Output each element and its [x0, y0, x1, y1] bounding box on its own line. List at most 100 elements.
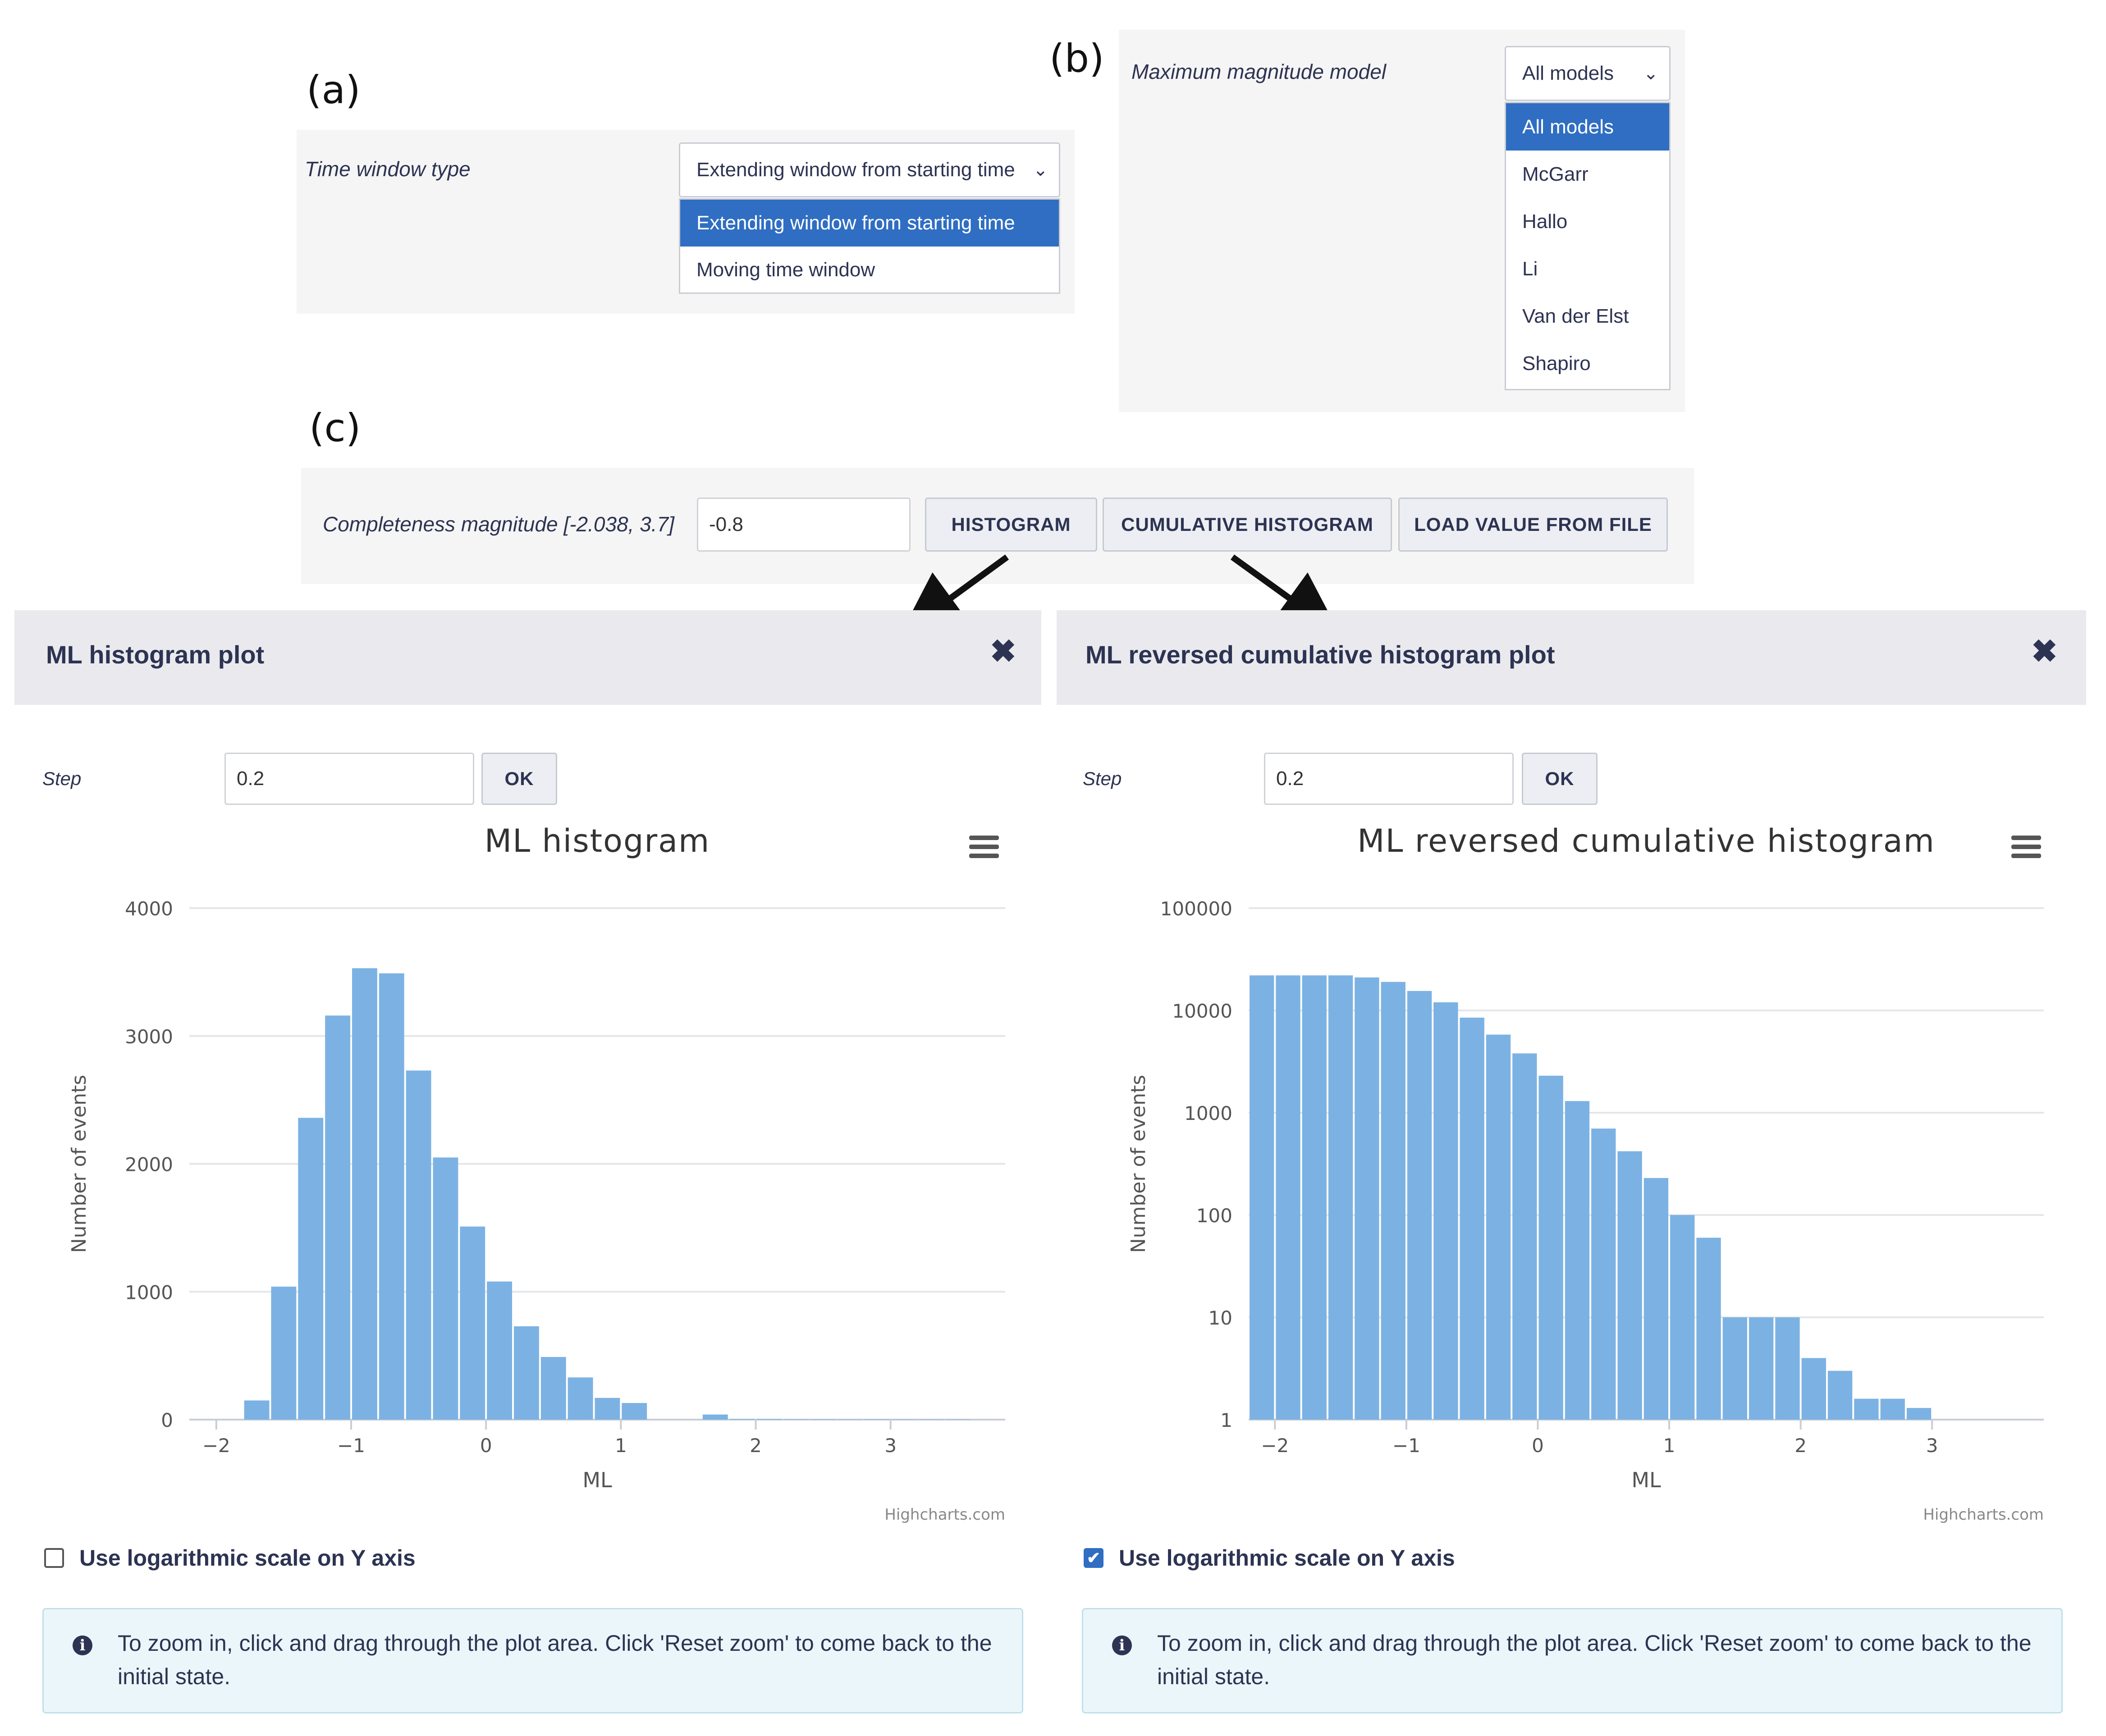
arrow-to-histogram — [900, 554, 1009, 635]
cumulative-histogram-button[interactable]: CUMULATIVE HISTOGRAM — [1103, 498, 1392, 552]
right-modal-title: ML reversed cumulative histogram plot — [1085, 640, 1555, 669]
option-moving-window[interactable]: Moving time window — [696, 259, 875, 281]
completeness-magnitude-input[interactable]: -0.8 — [697, 498, 911, 552]
y-tick-label: 2000 — [125, 1154, 173, 1176]
right-log-label: Use logarithmic scale on Y axis — [1119, 1545, 1455, 1571]
y-tick-label: 100 — [1196, 1205, 1232, 1227]
left-step-input[interactable]: 0.2 — [224, 753, 474, 805]
histogram-bar — [702, 1414, 728, 1420]
max-magnitude-dropdown: All models McGarr Hallo Li Van der Elst … — [1505, 102, 1671, 390]
histogram-bar — [1644, 1178, 1669, 1420]
info-line-2: initial state. — [1157, 1664, 1270, 1689]
right-log-checkbox[interactable]: ✔ — [1084, 1548, 1103, 1568]
time-window-type-label: Time window type — [305, 157, 471, 181]
panel-c-label: (c) — [309, 406, 361, 451]
right-ok-button[interactable]: OK — [1522, 753, 1598, 805]
chevron-down-icon: ⌄ — [1033, 160, 1048, 180]
max-magnitude-model-label: Maximum magnitude model — [1131, 60, 1387, 83]
info-line-2: initial state. — [118, 1664, 231, 1689]
histogram-bar — [1328, 975, 1353, 1420]
histogram-bar — [945, 1419, 971, 1420]
select-value: All models — [1522, 62, 1614, 84]
left-log-scale-option[interactable]: Use logarithmic scale on Y axis — [44, 1545, 416, 1571]
histogram-button[interactable]: HISTOGRAM — [925, 498, 1097, 552]
time-window-dropdown: Extending window from starting time Movi… — [679, 198, 1060, 294]
histogram-bar — [1880, 1398, 1905, 1420]
x-tick-label: 1 — [615, 1434, 627, 1457]
histogram-bar — [1906, 1408, 1932, 1420]
histogram-bar — [1381, 982, 1406, 1420]
x-axis-title: ML — [1631, 1468, 1661, 1492]
highcharts-credits: Highcharts.com — [884, 1506, 1005, 1524]
option-shapiro[interactable]: Shapiro — [1522, 352, 1591, 375]
right-log-scale-option[interactable]: ✔ Use logarithmic scale on Y axis — [1084, 1545, 1455, 1571]
histogram-bar — [891, 1419, 917, 1420]
histogram-bar — [1827, 1371, 1853, 1420]
histogram-bar — [298, 1118, 324, 1420]
x-tick-label: −1 — [1392, 1434, 1420, 1457]
info-icon: i — [73, 1635, 92, 1655]
max-magnitude-model-select[interactable]: All models ⌄ — [1505, 46, 1671, 101]
histogram-bar — [1250, 975, 1274, 1420]
load-value-from-file-button[interactable]: LOAD VALUE FROM FILE — [1398, 498, 1668, 552]
x-tick-label: 0 — [480, 1434, 492, 1457]
y-tick-label: 3000 — [125, 1026, 173, 1048]
histogram-bar — [1617, 1151, 1642, 1420]
y-tick-label: 10 — [1209, 1307, 1232, 1329]
histogram-bar — [1591, 1128, 1616, 1420]
close-icon[interactable]: ✖ — [990, 634, 1016, 669]
histogram-bar — [244, 1400, 270, 1420]
left-modal-header: ML histogram plot ✖ — [14, 610, 1041, 705]
y-tick-label: 10000 — [1172, 1000, 1232, 1022]
close-icon[interactable]: ✖ — [2031, 634, 2058, 669]
histogram-bar — [406, 1070, 431, 1420]
x-tick-label: −1 — [337, 1434, 365, 1457]
option-hallo[interactable]: Hallo — [1522, 210, 1568, 233]
option-van-der-elst[interactable]: Van der Elst — [1522, 305, 1629, 327]
x-tick-label: 0 — [1532, 1434, 1544, 1457]
histogram-bar — [1512, 1053, 1537, 1420]
arrow-to-cumulative — [1230, 554, 1341, 635]
left-step-label: Step — [42, 768, 82, 789]
histogram-bar — [622, 1403, 647, 1420]
y-axis-title: Number of events — [68, 1075, 91, 1253]
right-info-text: To zoom in, click and drag through the p… — [1157, 1626, 2032, 1693]
panel-a-container: Time window type Extending window from s… — [297, 130, 1075, 314]
chart-title: ML histogram — [485, 822, 710, 859]
histogram-bar — [514, 1326, 539, 1420]
option-li[interactable]: Li — [1522, 257, 1538, 280]
hamburger-menu-icon[interactable] — [969, 836, 999, 863]
histogram-bar — [1460, 1018, 1484, 1420]
option-all-models[interactable]: All models — [1506, 103, 1669, 151]
hamburger-menu-icon[interactable] — [2011, 836, 2041, 863]
right-step-input[interactable]: 0.2 — [1264, 753, 1514, 805]
histogram-bar — [1538, 1075, 1563, 1420]
histogram-bar — [810, 1419, 836, 1420]
histogram-bar — [325, 1015, 351, 1420]
ml-histogram-chart[interactable]: ML histogram 0 1000 2000 3000 4000 −2 −1 0 1 2 3 ML N… — [59, 811, 1028, 1532]
histogram-bar — [1407, 991, 1432, 1420]
y-tick-label: 1000 — [1184, 1102, 1232, 1124]
right-modal-header: ML reversed cumulative histogram plot ✖ — [1057, 610, 2086, 705]
histogram-bar — [1722, 1317, 1747, 1420]
left-log-label: Use logarithmic scale on Y axis — [79, 1545, 416, 1571]
left-ok-button[interactable]: OK — [481, 753, 557, 805]
histogram-bar — [756, 1419, 782, 1420]
right-info-alert: i To zoom in, click and drag through the… — [1082, 1608, 2063, 1713]
histogram-bar — [433, 1157, 458, 1420]
y-tick-label: 4000 — [125, 898, 173, 920]
info-line-1: To zoom in, click and drag through the p… — [1157, 1631, 2032, 1656]
option-extending-window[interactable]: Extending window from starting time — [680, 200, 1059, 247]
histogram-bar — [1565, 1101, 1590, 1420]
option-mcgarr[interactable]: McGarr — [1522, 163, 1589, 185]
time-window-type-select[interactable]: Extending window from starting time ⌄ — [679, 142, 1060, 197]
histogram-bar — [783, 1419, 809, 1420]
histogram-bar — [487, 1281, 513, 1420]
panel-b-label: (b) — [1049, 36, 1104, 81]
histogram-bar — [1696, 1238, 1721, 1420]
histogram-bar — [1670, 1215, 1695, 1420]
ml-reversed-cumulative-histogram-chart[interactable]: ML reversed cumulative histogram11010010… — [1100, 811, 2074, 1532]
histogram-bar — [864, 1419, 890, 1420]
left-log-checkbox[interactable] — [44, 1548, 64, 1568]
